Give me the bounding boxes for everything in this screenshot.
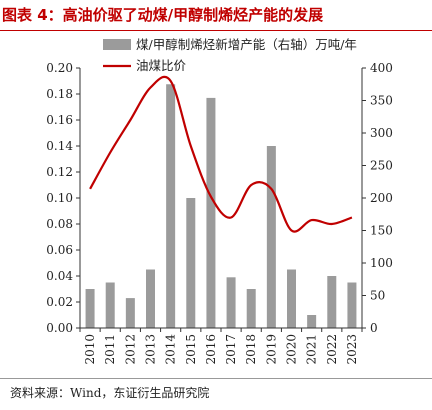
left-tick-label: 0.08	[46, 217, 73, 231]
bar	[226, 277, 236, 328]
left-tick-label: 0.06	[46, 243, 73, 257]
bar	[206, 97, 216, 329]
x-tick-label: 2019	[264, 334, 278, 365]
bar	[266, 146, 276, 328]
right-tick-label: 400	[370, 61, 393, 75]
right-tick-label: 350	[370, 94, 393, 108]
x-tick-label: 2022	[325, 334, 339, 365]
bar	[105, 282, 115, 328]
x-tick-label: 2020	[285, 334, 299, 365]
x-tick-label: 2018	[244, 334, 258, 365]
left-tick-label: 0.20	[46, 61, 73, 75]
source-rule	[0, 378, 432, 379]
bar	[287, 269, 296, 328]
title-rule	[0, 30, 432, 31]
x-tick-label: 2017	[224, 334, 238, 365]
x-tick-label: 2014	[164, 334, 178, 365]
right-tick-label: 200	[370, 191, 393, 205]
x-tick-label: 2011	[103, 334, 117, 365]
right-tick-label: 300	[370, 126, 393, 140]
x-tick-label: 2013	[144, 334, 158, 365]
bar	[166, 84, 176, 328]
x-tick-label: 2021	[305, 334, 319, 365]
left-tick-label: 0.14	[46, 139, 73, 153]
bar	[347, 282, 357, 328]
left-tick-label: 0.10	[46, 191, 73, 205]
x-tick-label: 2010	[83, 334, 97, 365]
right-tick-label: 250	[370, 159, 393, 173]
x-tick-label: 2012	[123, 334, 137, 365]
bar	[307, 315, 317, 328]
bar	[85, 289, 95, 328]
left-tick-label: 0.02	[46, 295, 73, 309]
bar	[327, 276, 337, 328]
right-tick-label: 50	[370, 289, 385, 303]
bar	[146, 269, 155, 328]
left-tick-label: 0.16	[46, 113, 73, 127]
left-tick-label: 0.18	[46, 87, 73, 101]
legend-label-line: 油煤比价	[136, 58, 187, 73]
left-tick-label: 0.00	[46, 321, 73, 335]
series-line	[89, 75, 353, 233]
bar	[186, 198, 196, 328]
right-tick-label: 100	[370, 256, 393, 270]
legend-swatch-bar	[103, 39, 131, 50]
left-tick-label: 0.04	[46, 269, 73, 283]
x-tick-label: 2023	[345, 334, 359, 365]
bar	[125, 298, 135, 328]
right-tick-label: 150	[370, 224, 393, 238]
source-note: 资料来源：Wind，东证衍生品研究院	[10, 386, 210, 400]
figure-title: 图表 4：高油价驱了动煤/甲醇制烯烃产能的发展	[2, 6, 324, 24]
x-tick-label: 2015	[184, 334, 198, 365]
legend-label-bar: 煤/甲醇制烯烃新增产能（右轴）万吨/年	[136, 37, 357, 52]
bar	[246, 289, 256, 328]
left-tick-label: 0.12	[46, 165, 73, 179]
right-tick-label: 0	[370, 321, 378, 335]
x-tick-label: 2016	[204, 334, 218, 365]
